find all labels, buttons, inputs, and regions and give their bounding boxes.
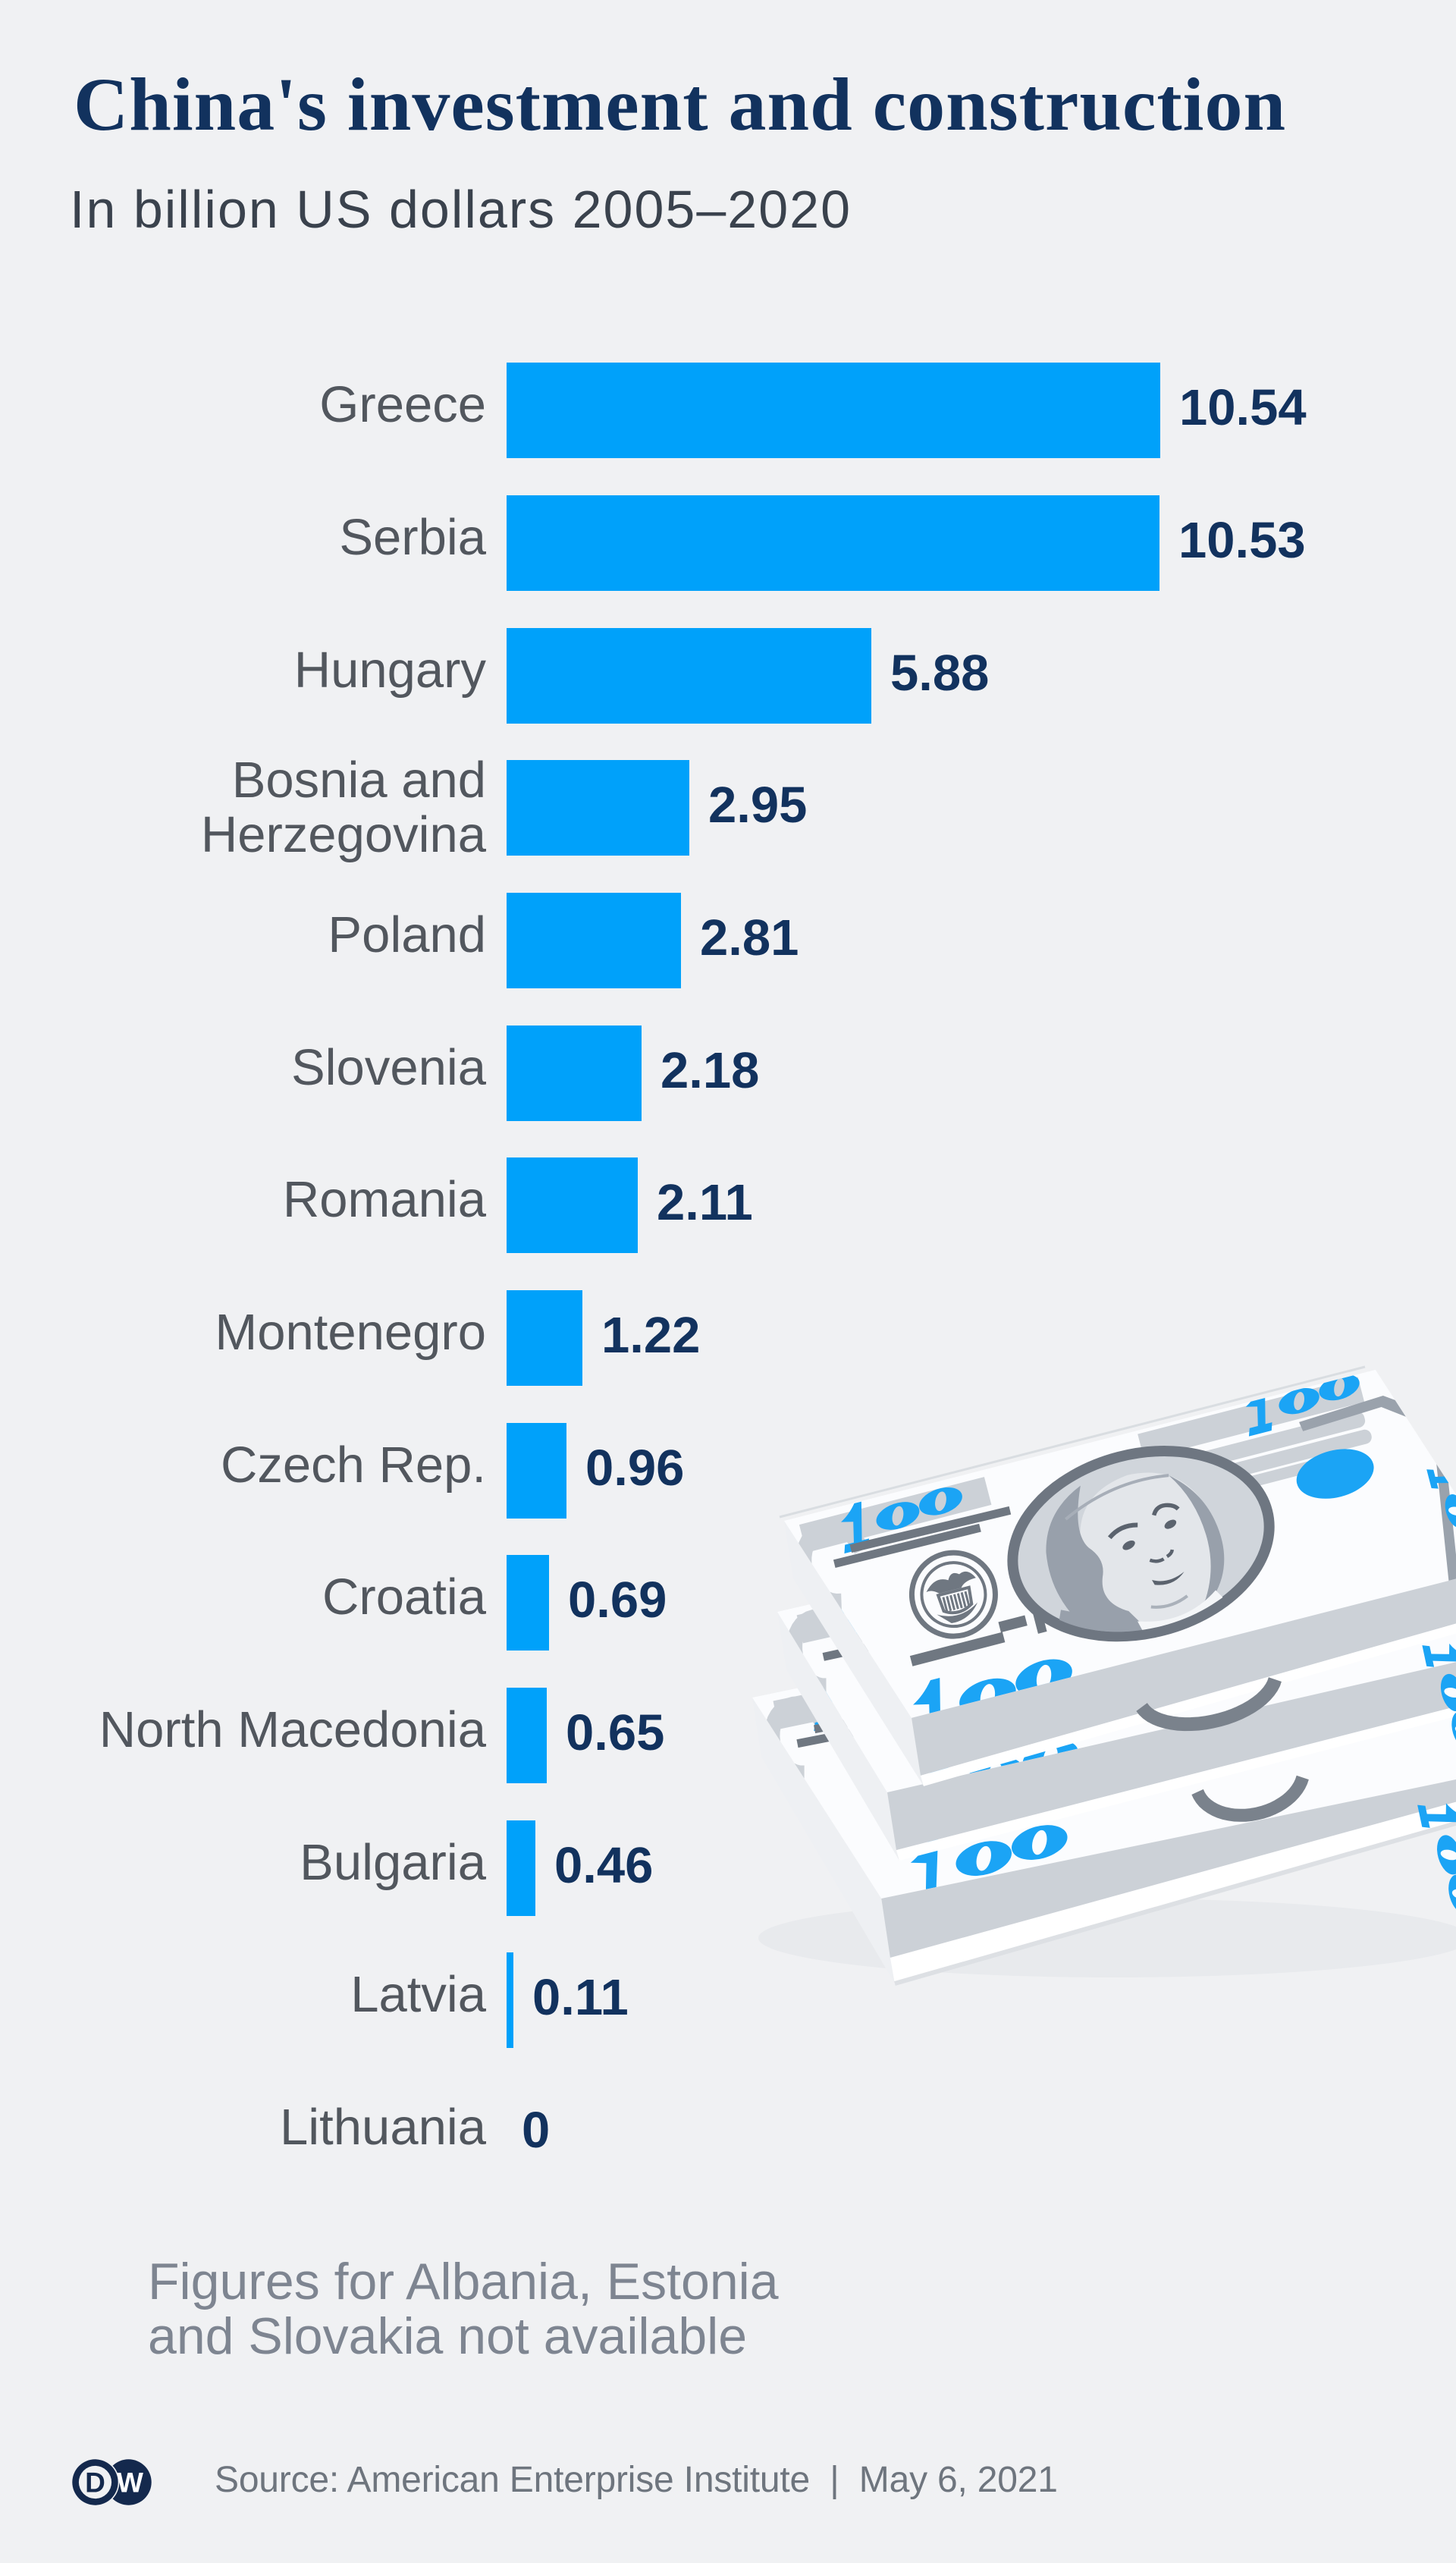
- svg-text:D: D: [85, 2467, 105, 2499]
- svg-text:W: W: [117, 2467, 143, 2499]
